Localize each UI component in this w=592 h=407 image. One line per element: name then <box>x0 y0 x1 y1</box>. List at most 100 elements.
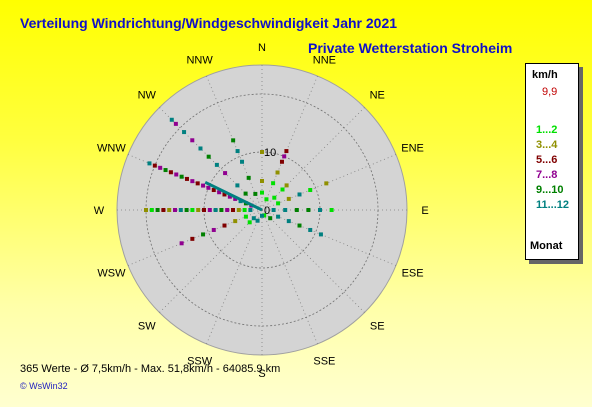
direction-label-se: SE <box>370 320 385 332</box>
data-point <box>268 216 273 221</box>
spoke-ese <box>261 209 397 266</box>
data-point <box>282 154 287 159</box>
direction-label-ese: ESE <box>402 267 424 279</box>
data-point <box>195 181 200 186</box>
direction-label-n: N <box>258 42 266 54</box>
data-point <box>284 183 289 188</box>
direction-label-sw: SW <box>138 320 156 332</box>
data-point <box>329 208 334 212</box>
data-point <box>260 179 264 183</box>
data-point <box>225 208 230 212</box>
data-point <box>207 208 212 212</box>
data-point <box>168 170 173 175</box>
data-point <box>308 227 313 232</box>
data-point <box>222 223 227 228</box>
data-point <box>155 208 160 212</box>
legend-item-9-10: 9...10 <box>536 184 564 196</box>
radial-tick-label: 10 <box>264 147 276 159</box>
data-point <box>178 208 183 212</box>
data-point <box>286 219 291 224</box>
legend-item-11-12: 11...12 <box>536 199 570 211</box>
radial-tick-label: 0 <box>264 205 270 217</box>
data-point <box>247 220 252 225</box>
data-point <box>318 232 323 237</box>
data-point <box>260 150 264 154</box>
legend-item-1-2: 1...2 <box>536 124 558 136</box>
data-point <box>233 219 238 224</box>
direction-label-nw: NW <box>138 90 157 102</box>
data-point <box>174 172 179 177</box>
data-point <box>262 213 267 218</box>
data-point <box>236 208 241 212</box>
direction-label-nnw: NNW <box>186 54 213 66</box>
data-point <box>190 236 195 241</box>
data-point <box>198 146 203 151</box>
data-point <box>202 208 206 212</box>
data-point <box>243 191 248 196</box>
legend-mean-value: 9,9 <box>542 86 558 98</box>
spoke-sw <box>159 209 263 313</box>
data-point <box>227 194 232 199</box>
data-point <box>235 183 240 188</box>
data-point <box>217 190 222 195</box>
direction-label-e: E <box>421 205 428 217</box>
data-point <box>152 163 157 168</box>
data-point <box>167 208 172 212</box>
data-point <box>279 159 284 164</box>
direction-label-wnw: WNW <box>97 143 126 155</box>
direction-label-ssw: SSW <box>187 356 213 368</box>
data-point <box>201 183 206 188</box>
data-point <box>214 162 219 167</box>
data-point <box>173 121 178 126</box>
spoke-ene <box>261 154 397 211</box>
data-point <box>206 154 211 159</box>
spoke-nne <box>261 75 318 211</box>
legend-item-3-4: 3...4 <box>536 139 558 151</box>
data-point <box>147 161 152 166</box>
data-point <box>297 192 302 197</box>
data-point <box>184 176 189 181</box>
data-point <box>144 208 148 212</box>
data-point <box>231 138 236 143</box>
data-point <box>324 181 329 186</box>
data-point <box>179 241 184 246</box>
chart-title: Verteilung Windrichtung/Windgeschwindigk… <box>20 15 398 31</box>
data-point <box>190 138 195 143</box>
data-point <box>283 208 288 212</box>
data-point <box>318 208 322 212</box>
data-point <box>306 208 311 212</box>
data-point <box>276 201 281 206</box>
data-point <box>184 208 189 212</box>
data-point <box>169 117 174 122</box>
spoke-nnw <box>206 75 263 211</box>
software-credit: © WsWin32 <box>20 381 68 391</box>
spoke-wsw <box>127 209 263 266</box>
data-point <box>190 208 195 212</box>
data-point <box>163 168 168 173</box>
data-point <box>284 149 289 154</box>
data-point <box>240 159 245 164</box>
chart-subtitle: Private Wetterstation Stroheim <box>308 40 513 56</box>
data-point <box>253 191 258 196</box>
data-point <box>255 218 260 223</box>
direction-label-nne: NNE <box>313 54 336 66</box>
data-point <box>158 165 163 170</box>
data-point <box>297 223 302 228</box>
spoke-sse <box>261 209 318 345</box>
data-point <box>206 185 211 190</box>
copyright-icon: © <box>20 381 27 391</box>
data-point <box>222 192 227 197</box>
legend-box: km/h 9,9 1...2 3...4 5...6 7...8 9...10 … <box>525 63 579 260</box>
data-point <box>235 149 240 154</box>
data-point <box>211 188 216 193</box>
spoke-ne <box>261 107 365 211</box>
data-point <box>286 196 291 201</box>
data-point <box>190 179 195 184</box>
stats-line: 365 Werte - Ø 7,5km/h - Max. 51,8km/h - … <box>20 363 281 375</box>
direction-label-wsw: WSW <box>97 267 126 279</box>
data-point <box>272 195 277 200</box>
data-point <box>223 171 228 176</box>
data-point <box>149 208 154 212</box>
data-point <box>294 208 299 212</box>
data-point <box>308 188 313 193</box>
